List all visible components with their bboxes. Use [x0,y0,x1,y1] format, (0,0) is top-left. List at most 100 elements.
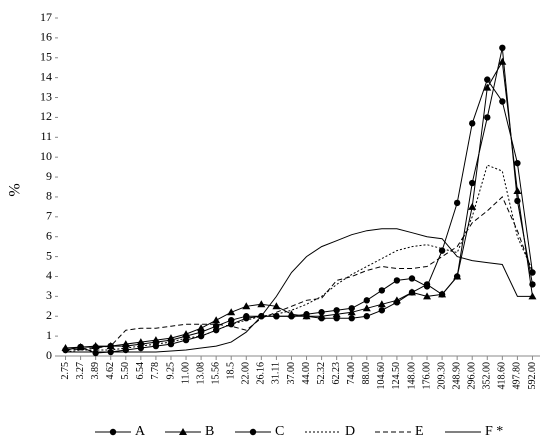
y-tick-label: 4 [46,268,52,282]
y-tick-label: 7 [46,209,52,223]
x-tick-label: 88.00 [361,362,372,385]
marker [303,311,310,318]
legend-label: F * [485,424,503,439]
marker [453,199,461,207]
marker [242,302,251,310]
x-tick-label: 5.50 [120,362,131,380]
x-tick-label: 104.60 [376,362,387,390]
x-tick-label: 74.00 [346,362,357,385]
series-line [65,228,533,353]
marker [348,315,355,322]
y-tick-label: 17 [40,10,52,24]
x-tick-label: 31.11 [271,362,282,384]
x-tick-label: 3.27 [75,362,86,380]
marker [392,296,401,304]
x-tick-label: 2.75 [60,362,71,380]
y-tick-label: 13 [40,89,52,103]
x-tick-label: 248.90 [451,362,462,390]
x-tick-label: 4.62 [105,362,116,380]
marker [197,324,206,332]
y-tick-label: 11 [40,129,52,143]
marker [332,310,341,318]
marker [363,313,370,320]
x-tick-label: 26.16 [256,362,267,385]
x-tick-label: 52.32 [316,362,327,385]
series-line [65,164,533,353]
marker [318,309,325,316]
x-tick-label: 592.00 [527,362,538,390]
marker [333,307,340,314]
marker [348,305,355,312]
marker [513,186,522,194]
marker [438,290,447,298]
marker [92,343,99,351]
marker [249,428,257,436]
y-tick-label: 15 [40,50,52,64]
marker [317,312,326,320]
marker [423,283,431,290]
x-tick-label: 22.00 [241,362,252,385]
marker [107,342,114,350]
marker [407,288,416,296]
x-tick-label: 15.56 [210,362,221,385]
marker [469,179,476,187]
x-tick-label: 13.08 [195,362,206,385]
x-tick-label: 209.30 [436,362,447,390]
marker [122,342,129,350]
marker [109,428,117,436]
marker [484,76,491,83]
marker [363,297,370,304]
x-tick-label: 497.80 [512,362,523,390]
marker [272,302,281,310]
legend-label: A [135,424,146,439]
marker [257,300,266,308]
x-tick-label: 176.00 [421,362,432,390]
marker [92,349,99,357]
x-tick-label: 148.00 [406,362,417,390]
marker [288,313,295,320]
legend-label: B [205,424,214,439]
y-tick-label: 3 [46,288,52,302]
x-tick-label: 9.25 [165,362,176,380]
y-tick-label: 6 [46,228,52,242]
marker [498,57,507,65]
marker [453,272,462,280]
marker [423,292,432,300]
marker [197,328,205,336]
marker [393,277,401,284]
x-tick-label: 7.78 [150,362,161,380]
series-line [65,60,533,349]
series-line [65,78,533,351]
y-tick-label: 12 [40,109,52,123]
y-tick-label: 2 [46,308,52,322]
legend-label: C [275,424,284,439]
marker [179,428,187,435]
y-tick-label: 16 [40,30,52,44]
series-line [65,47,533,354]
marker [212,316,221,324]
marker [408,275,416,282]
marker [167,336,175,344]
marker [499,98,506,105]
x-tick-label: 44.00 [301,362,312,385]
legend-label: E [415,424,424,439]
y-tick-label: 8 [46,189,52,203]
marker [499,44,506,52]
x-tick-label: 124.50 [391,362,402,390]
marker [273,313,280,320]
marker [228,317,235,324]
x-tick-label: 37.00 [286,362,297,385]
x-tick-label: 18.5 [226,362,237,380]
marker [347,308,356,316]
y-axis-label: % [7,183,24,196]
x-tick-label: 3.89 [90,362,101,380]
marker [469,120,476,127]
marker [377,300,386,308]
marker [227,308,236,316]
y-tick-label: 0 [46,348,52,362]
x-tick-label: 418.60 [497,362,508,390]
x-tick-label: 352.00 [482,362,493,390]
marker [514,159,521,167]
x-tick-label: 296.00 [467,362,478,390]
